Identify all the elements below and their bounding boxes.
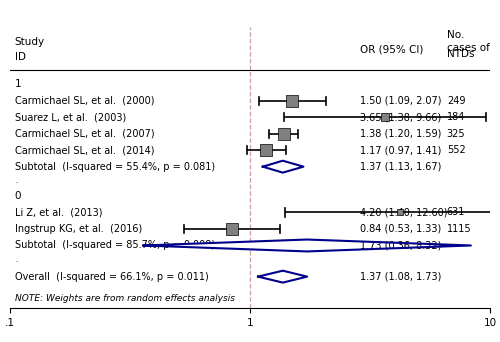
Text: 1.73 (0.36, 8.32): 1.73 (0.36, 8.32) [360,240,442,250]
Text: ID: ID [15,52,26,62]
Text: Subtotal  (I-squared = 85.7%, p = 0.008): Subtotal (I-squared = 85.7%, p = 0.008) [15,240,215,250]
Text: Li Z, et al.  (2013): Li Z, et al. (2013) [15,208,102,218]
Text: Carmichael SL, et al.  (2000): Carmichael SL, et al. (2000) [15,96,154,106]
Text: Suarez L, et al.  (2003): Suarez L, et al. (2003) [15,112,126,122]
Text: 184: 184 [447,112,465,122]
Text: 4.20 (1.40, 12.60): 4.20 (1.40, 12.60) [360,208,448,218]
Text: 631: 631 [447,208,465,218]
Text: NTDs: NTDs [447,49,474,59]
Text: 0: 0 [15,191,22,201]
Text: 1.38 (1.20, 1.59): 1.38 (1.20, 1.59) [360,129,442,139]
Text: 1: 1 [15,79,22,89]
Text: .: . [15,257,17,263]
Text: NOTE: Weights are from random effects analysis: NOTE: Weights are from random effects an… [15,294,235,303]
Text: Carmichael SL, et al.  (2007): Carmichael SL, et al. (2007) [15,129,154,139]
Text: 249: 249 [447,96,466,106]
Polygon shape [262,161,304,173]
Text: Carmichael SL, et al.  (2014): Carmichael SL, et al. (2014) [15,145,154,155]
Polygon shape [258,271,307,282]
Text: No.: No. [447,30,464,40]
Text: cases of: cases of [447,42,490,53]
Text: 325: 325 [447,129,466,139]
Text: Ingstrup KG, et al.  (2016): Ingstrup KG, et al. (2016) [15,224,142,234]
Text: 3.65 (1.38, 9.66): 3.65 (1.38, 9.66) [360,112,442,122]
Text: 1.37 (1.08, 1.73): 1.37 (1.08, 1.73) [360,272,442,282]
Text: 1.37 (1.13, 1.67): 1.37 (1.13, 1.67) [360,162,442,172]
Text: 1.17 (0.97, 1.41): 1.17 (0.97, 1.41) [360,145,442,155]
Text: Subtotal  (I-squared = 55.4%, p = 0.081): Subtotal (I-squared = 55.4%, p = 0.081) [15,162,215,172]
Text: 0.84 (0.53, 1.33): 0.84 (0.53, 1.33) [360,224,442,234]
Text: .: . [15,178,17,184]
Text: 552: 552 [447,145,466,155]
Text: Study: Study [15,37,45,47]
Text: Overall  (I-squared = 66.1%, p = 0.011): Overall (I-squared = 66.1%, p = 0.011) [15,272,208,282]
Polygon shape [144,239,471,251]
Text: 1115: 1115 [447,224,471,234]
Text: OR (95% CI): OR (95% CI) [360,44,424,54]
Text: 1.50 (1.09, 2.07): 1.50 (1.09, 2.07) [360,96,442,106]
